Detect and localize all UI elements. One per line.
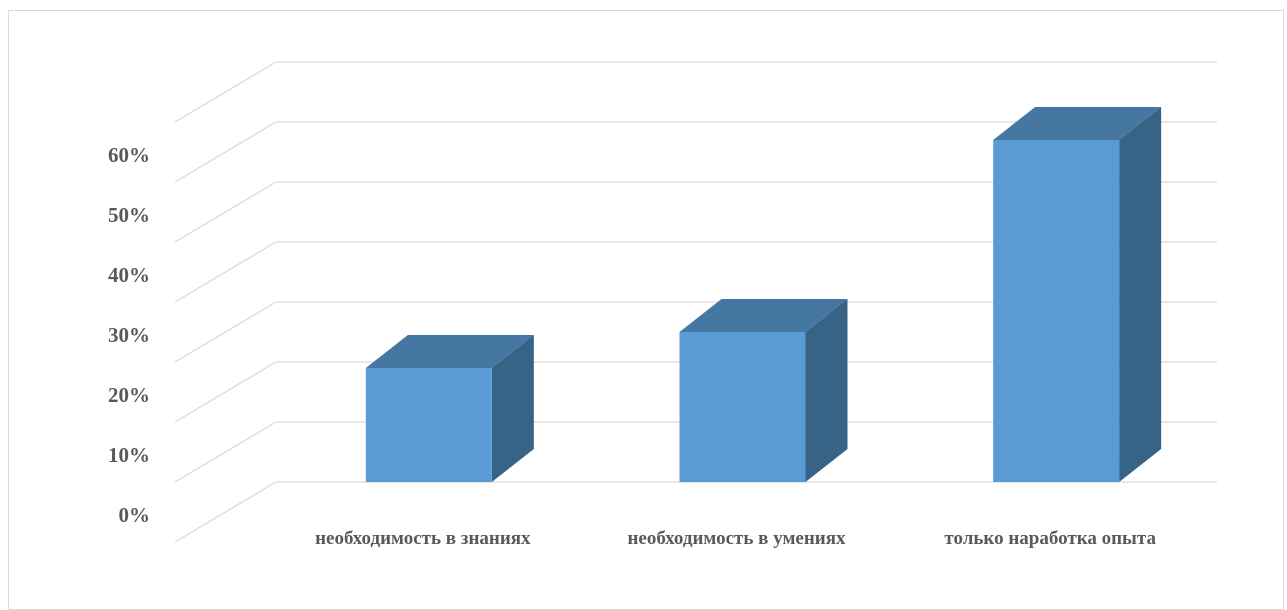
x-category-label: необходимость в знаниях [315, 528, 531, 549]
y-tick-label: 0% [119, 503, 151, 527]
y-tick-label: 50% [108, 203, 150, 227]
bar [993, 107, 1162, 482]
y-tick-label: 60% [108, 143, 150, 167]
x-category-label: необходимость в умениях [627, 528, 846, 549]
bar [365, 335, 534, 482]
y-tick-label: 30% [108, 323, 150, 347]
y-tick-label: 20% [108, 383, 150, 407]
x-category-label: только наработка опыта [944, 528, 1156, 549]
y-tick-label: 40% [108, 263, 150, 287]
gridline [174, 61, 1217, 123]
y-tick-label: 10% [108, 443, 150, 467]
bar [679, 299, 848, 482]
